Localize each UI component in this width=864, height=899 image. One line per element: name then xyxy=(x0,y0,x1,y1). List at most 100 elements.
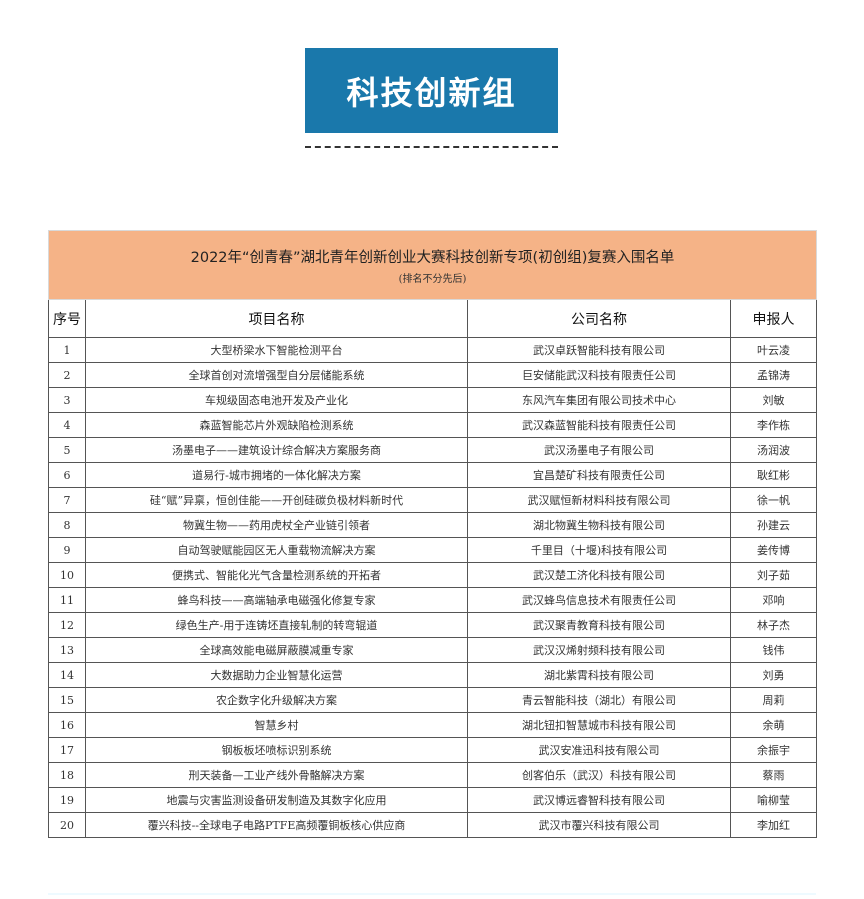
table-row: 4 森蓝智能芯片外观缺陷检测系统 武汉森蓝智能科技有限责任公司 李作栋 xyxy=(48,412,817,438)
cell-index: 14 xyxy=(48,662,86,688)
cell-project: 汤墨电子——建筑设计综合解决方案服务商 xyxy=(85,437,468,463)
cell-applicant: 余萌 xyxy=(730,712,817,738)
table-header-row: 序号 项目名称 公司名称 申报人 xyxy=(48,299,817,338)
cell-applicant: 汤润波 xyxy=(730,437,817,463)
header-company: 公司名称 xyxy=(467,299,731,338)
table-row: 11 蜂鸟科技——高端轴承电磁强化修复专家 武汉蜂鸟信息技术有限责任公司 邓响 xyxy=(48,587,817,613)
cell-company: 武汉安准迅科技有限公司 xyxy=(467,737,731,763)
cell-project: 全球高效能电磁屏蔽膜减重专家 xyxy=(85,637,468,663)
cell-index: 13 xyxy=(48,637,86,663)
table-title: 2022年“创青春”湖北青年创新创业大赛科技创新专项(初创组)复赛入围名单 xyxy=(190,249,675,266)
cell-company: 武汉汉烯射频科技有限公司 xyxy=(467,637,731,663)
cell-index: 2 xyxy=(48,362,86,388)
table-row: 12 绿色生产-用于连铸坯直接轧制的转弯辊道 武汉聚青教育科技有限公司 林子杰 xyxy=(48,612,817,638)
cell-company: 湖北紫霄科技有限公司 xyxy=(467,662,731,688)
cell-applicant: 林子杰 xyxy=(730,612,817,638)
cell-project: 大型桥梁水下智能检测平台 xyxy=(85,337,468,363)
cell-applicant: 孟锦涛 xyxy=(730,362,817,388)
cell-index: 4 xyxy=(48,412,86,438)
cell-project: 便携式、智能化光气含量检测系统的开拓者 xyxy=(85,562,468,588)
cell-applicant: 邓响 xyxy=(730,587,817,613)
table-row: 1 大型桥梁水下智能检测平台 武汉卓跃智能科技有限公司 叶云凌 xyxy=(48,337,817,363)
cell-project: 钢板板坯喷标识别系统 xyxy=(85,737,468,763)
table-row: 20 覆兴科技--全球电子电路PTFE高频覆铜板核心供应商 武汉市覆兴科技有限公司李… xyxy=(48,812,817,838)
cell-index: 7 xyxy=(48,487,86,513)
table-row: 19 地震与灾害监测设备研发制造及其数字化应用 武汉博远睿智科技有限公司 喻柳莹 xyxy=(48,787,817,813)
section-banner: 科技创新组 xyxy=(305,48,558,133)
cell-applicant: 余振宇 xyxy=(730,737,817,763)
cell-applicant: 蔡雨 xyxy=(730,762,817,788)
cell-index: 1 xyxy=(48,337,86,363)
cell-index: 17 xyxy=(48,737,86,763)
cell-project: 大数据助力企业智慧化运营 xyxy=(85,662,468,688)
table-row: 8 物冀生物——药用虎杖全产业链引领者 湖北物冀生物科技有限公司 孙建云 xyxy=(48,512,817,538)
cell-project: 硅“赋”异禀，恒创佳能——开创硅碳负极材料新时代 xyxy=(85,487,468,513)
cell-applicant: 刘敏 xyxy=(730,387,817,413)
bottom-strip xyxy=(48,893,816,895)
cell-applicant: 孙建云 xyxy=(730,512,817,538)
cell-project: 全球首创对流增强型自分层储能系统 xyxy=(85,362,468,388)
cell-company: 武汉博远睿智科技有限公司 xyxy=(467,787,731,813)
table-row: 13 全球高效能电磁屏蔽膜减重专家 武汉汉烯射频科技有限公司 钱伟 xyxy=(48,637,817,663)
cell-company: 巨安储能武汉科技有限责任公司 xyxy=(467,362,731,388)
cell-company: 青云智能科技（湖北）有限公司 xyxy=(467,687,731,713)
header-applicant: 申报人 xyxy=(730,299,817,338)
cell-project: 农企数字化升级解决方案 xyxy=(85,687,468,713)
cell-project: 覆兴科技--全球电子电路PTFE高频覆铜板核心供应商 xyxy=(85,812,468,838)
table-row: 18 刑天装备—工业产线外骨骼解决方案 创客伯乐（武汉）科技有限公司 蔡雨 xyxy=(48,762,817,788)
cell-index: 15 xyxy=(48,687,86,713)
cell-company: 创客伯乐（武汉）科技有限公司 xyxy=(467,762,731,788)
cell-index: 5 xyxy=(48,437,86,463)
cell-company: 武汉楚工济化科技有限公司 xyxy=(467,562,731,588)
cell-company: 武汉赋恒新材料科技有限公司 xyxy=(467,487,731,513)
cell-index: 6 xyxy=(48,462,86,488)
table-row: 9 自动驾驶赋能园区无人重载物流解决方案 千里目（十堰)科技有限公司 姜传博 xyxy=(48,537,817,563)
table-row: 2 全球首创对流增强型自分层储能系统 巨安储能武汉科技有限责任公司 孟锦涛 xyxy=(48,362,817,388)
cell-applicant: 姜传博 xyxy=(730,537,817,563)
table-row: 17 钢板板坯喷标识别系统 武汉安准迅科技有限公司 余振宇 xyxy=(48,737,817,763)
cell-project: 智慧乡村 xyxy=(85,712,468,738)
cell-index: 12 xyxy=(48,612,86,638)
cell-company: 武汉森蓝智能科技有限责任公司 xyxy=(467,412,731,438)
cell-index: 9 xyxy=(48,537,86,563)
cell-index: 11 xyxy=(48,587,86,613)
cell-applicant: 刘子茹 xyxy=(730,562,817,588)
table-row: 10 便携式、智能化光气含量检测系统的开拓者 武汉楚工济化科技有限公司 刘子茹 xyxy=(48,562,817,588)
cell-company: 湖北钮扣智慧城市科技有限公司 xyxy=(467,712,731,738)
cell-index: 10 xyxy=(48,562,86,588)
header-project: 项目名称 xyxy=(85,299,468,338)
cell-applicant: 耿红彬 xyxy=(730,462,817,488)
cell-applicant: 钱伟 xyxy=(730,637,817,663)
table-row: 16 智慧乡村 湖北钮扣智慧城市科技有限公司 余萌 xyxy=(48,712,817,738)
cell-company: 宜昌楚矿科技有限责任公司 xyxy=(467,462,731,488)
table-subtitle: (排名不分先后) xyxy=(398,273,467,285)
cell-project: 物冀生物——药用虎杖全产业链引领者 xyxy=(85,512,468,538)
cell-applicant: 周莉 xyxy=(730,687,817,713)
cell-applicant: 徐一帆 xyxy=(730,487,817,513)
cell-applicant: 李加红 xyxy=(730,812,817,838)
cell-project: 蜂鸟科技——高端轴承电磁强化修复专家 xyxy=(85,587,468,613)
cell-company: 东风汽车集团有限公司技术中心 xyxy=(467,387,731,413)
table-row: 7 硅“赋”异禀，恒创佳能——开创硅碳负极材料新时代 武汉赋恒新材料科技有限公司 徐一… xyxy=(48,487,817,513)
dashed-divider xyxy=(305,146,558,148)
cell-applicant: 刘勇 xyxy=(730,662,817,688)
cell-applicant: 李作栋 xyxy=(730,412,817,438)
cell-project: 车规级固态电池开发及产业化 xyxy=(85,387,468,413)
cell-project: 绿色生产-用于连铸坯直接轧制的转弯辊道 xyxy=(85,612,468,638)
cell-index: 3 xyxy=(48,387,86,413)
cell-index: 19 xyxy=(48,787,86,813)
table-row: 5 汤墨电子——建筑设计综合解决方案服务商 武汉汤墨电子有限公司 汤润波 xyxy=(48,437,817,463)
cell-applicant: 叶云凌 xyxy=(730,337,817,363)
cell-company: 武汉蜂鸟信息技术有限责任公司 xyxy=(467,587,731,613)
cell-company: 武汉市覆兴科技有限公司 xyxy=(467,812,731,838)
cell-index: 8 xyxy=(48,512,86,538)
table-title-row: 2022年“创青春”湖北青年创新创业大赛科技创新专项(初创组)复赛入围名单 (排… xyxy=(48,230,817,300)
cell-index: 18 xyxy=(48,762,86,788)
cell-project: 刑天装备—工业产线外骨骼解决方案 xyxy=(85,762,468,788)
cell-company: 武汉聚青教育科技有限公司 xyxy=(467,612,731,638)
cell-company: 湖北物冀生物科技有限公司 xyxy=(467,512,731,538)
table-row: 14 大数据助力企业智慧化运营 湖北紫霄科技有限公司 刘勇 xyxy=(48,662,817,688)
cell-index: 20 xyxy=(48,812,86,838)
cell-applicant: 喻柳莹 xyxy=(730,787,817,813)
cell-project: 自动驾驶赋能园区无人重载物流解决方案 xyxy=(85,537,468,563)
